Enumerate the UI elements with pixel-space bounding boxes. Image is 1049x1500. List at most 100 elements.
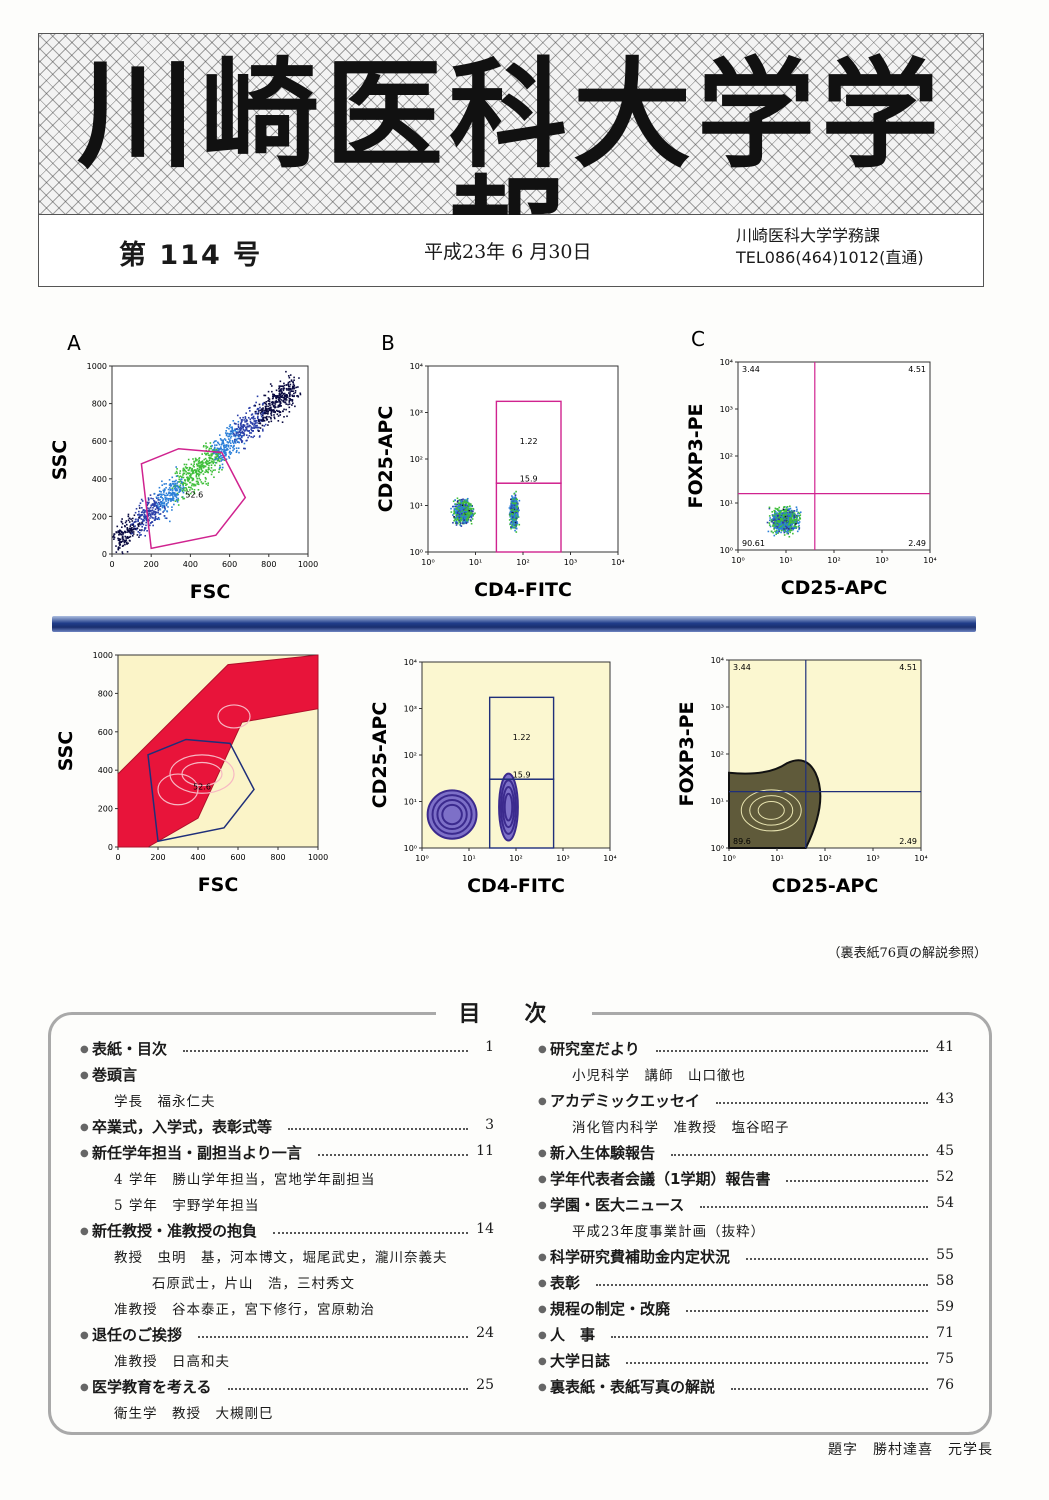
scatter-point <box>469 505 471 507</box>
scatter-point <box>137 525 140 527</box>
scatter-point <box>222 450 225 453</box>
scatter-point <box>513 520 515 523</box>
toc-leader-dots <box>731 1388 928 1390</box>
toc-entry: ● 学年代表者会議（1学期）報告書 52 <box>538 1168 954 1194</box>
scatter-point <box>235 432 238 434</box>
scatter-point <box>798 514 801 517</box>
scatter-point <box>780 527 783 530</box>
scatter-point <box>294 390 297 392</box>
scatter-point <box>514 502 517 504</box>
scatter-point <box>241 441 243 444</box>
scatter-point <box>234 429 237 432</box>
scatter-point <box>214 464 216 467</box>
office-name: 川崎医科大学学務課 <box>736 226 881 245</box>
scatter-point <box>160 503 163 505</box>
contour-line <box>749 795 794 826</box>
scatter-point <box>166 502 168 505</box>
toc-leader-dots <box>183 1050 468 1052</box>
scatter-point <box>230 452 233 454</box>
x-tick-label: 10³ <box>556 854 569 863</box>
scatter-point <box>163 493 165 496</box>
scatter-point <box>510 498 512 501</box>
scatter-point <box>778 510 780 513</box>
toc-subentry-text: 石原武士，片山 浩，三村秀文 <box>152 1276 355 1292</box>
scatter-point <box>267 412 269 414</box>
scatter-point <box>783 511 785 513</box>
scatter-point <box>260 413 263 416</box>
scatter-point <box>788 508 791 510</box>
scatter-point <box>217 454 220 456</box>
scatter-point <box>149 517 151 519</box>
scatter-point <box>274 403 277 405</box>
scatter-point <box>191 484 193 487</box>
toc-subentry-text: 5 学年 宇野学年担当 <box>114 1198 260 1214</box>
scatter-point <box>788 519 791 522</box>
scatter-point <box>231 439 234 442</box>
y-axis-label: SSC <box>49 440 71 480</box>
scatter-point <box>176 494 178 496</box>
scatter-point <box>217 447 220 450</box>
scatter-point <box>224 449 227 451</box>
toc-leader-dots <box>227 1388 468 1390</box>
scatter-point <box>455 507 457 510</box>
scatter-point <box>512 515 515 518</box>
toc-entry: ● 人 事 71 <box>538 1324 954 1350</box>
scatter-point <box>457 500 459 502</box>
scatter-point <box>193 460 195 463</box>
scatter-point <box>200 465 203 467</box>
scatter-point <box>224 454 227 457</box>
scatter-point <box>125 537 128 539</box>
scatter-point <box>187 480 189 482</box>
scatter-point <box>798 528 800 531</box>
scatter-point <box>513 512 516 515</box>
scatter-point <box>792 528 795 531</box>
scatter-point <box>259 427 262 429</box>
scatter-point <box>224 444 226 447</box>
scatter-point <box>513 513 516 516</box>
bullet-icon: ● <box>80 1226 89 1237</box>
contour-line <box>501 785 516 829</box>
scatter-point <box>778 521 780 524</box>
scatter-point <box>466 497 469 500</box>
scatter-point <box>770 518 773 521</box>
gate-value-label: 1.22 <box>520 437 538 446</box>
scatter-point <box>142 523 145 526</box>
scatter-point <box>269 402 271 405</box>
scatter-point <box>773 519 775 521</box>
scatter-point <box>776 524 779 526</box>
scatter-point <box>190 474 192 476</box>
calligraphy-credit: 題字 勝村達喜 元学長 <box>828 1442 993 1458</box>
scatter-point <box>264 402 267 405</box>
scatter-point <box>254 412 257 415</box>
scatter-point <box>454 503 456 505</box>
scatter-point <box>220 455 222 457</box>
scatter-point <box>781 519 784 521</box>
scatter-point <box>777 527 780 530</box>
scatter-point <box>173 492 176 494</box>
scatter-point <box>463 499 466 502</box>
scatter-point <box>776 522 779 525</box>
scatter-point <box>136 534 139 536</box>
scatter-point <box>148 510 150 512</box>
scatter-point <box>182 469 184 472</box>
scatter-point <box>463 501 465 504</box>
scatter-point <box>152 497 154 500</box>
scatter-point <box>454 521 457 524</box>
scatter-point <box>515 510 518 512</box>
x-tick-label: 10⁰ <box>731 556 744 565</box>
scatter-point <box>218 443 221 446</box>
scatter-point <box>229 447 231 450</box>
scatter-point <box>797 515 800 517</box>
scatter-point <box>797 525 800 528</box>
scatter-point <box>154 508 157 511</box>
scatter-point <box>279 403 281 405</box>
scatter-point <box>466 517 468 520</box>
scatter-point <box>273 406 276 409</box>
toc-entry-title: 新入生体験報告 <box>550 1144 656 1162</box>
scatter-point <box>277 398 280 401</box>
scatter-point <box>159 496 162 498</box>
scatter-point <box>271 409 274 412</box>
scatter-point <box>184 479 186 481</box>
scatter-point <box>778 526 781 529</box>
scatter-point <box>137 520 139 522</box>
